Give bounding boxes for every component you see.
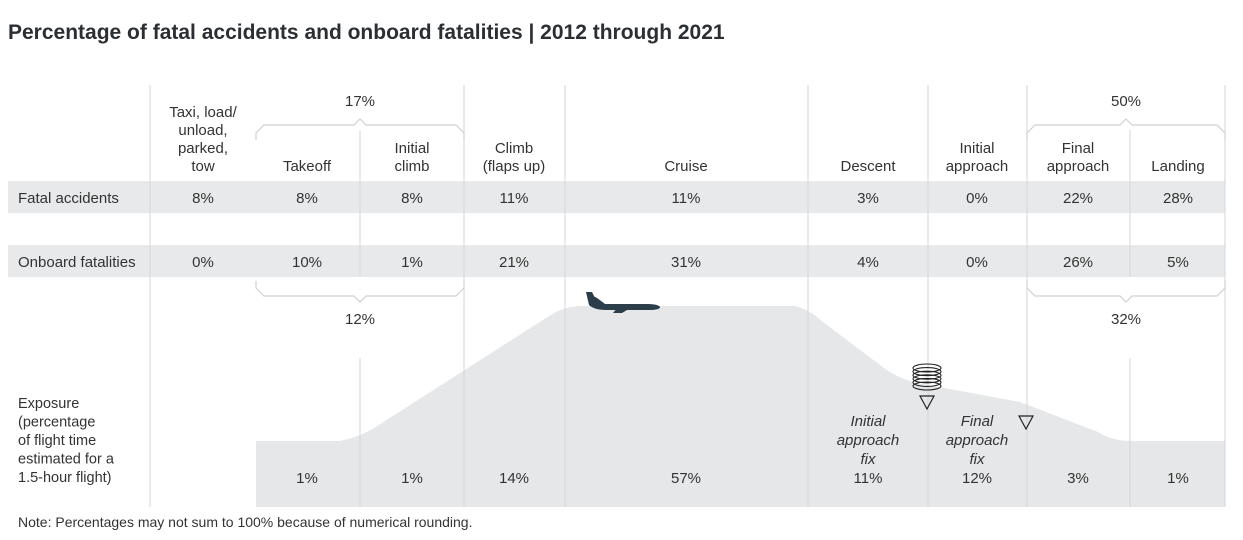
- cell-value: 11%: [500, 190, 529, 207]
- chart-note: Note: Percentages may not sum to 100% be…: [18, 514, 472, 530]
- chart-title: Percentage of fatal accidents and onboar…: [8, 21, 725, 44]
- initial-approach-fix-label: fix: [861, 451, 877, 468]
- bracket-bottom-right: [1026, 281, 1226, 303]
- phase-header-1: Takeoff: [283, 158, 332, 175]
- phase-header-4: Cruise: [664, 158, 707, 175]
- data-bands: [8, 181, 1225, 277]
- cell-value: 22%: [1063, 190, 1093, 207]
- approach-fix-icon: [918, 395, 936, 411]
- approach-fix-icon: [1017, 415, 1035, 431]
- exposure-label: (percentage: [18, 415, 95, 431]
- initial-approach-fix-label: approach: [837, 432, 900, 449]
- phase-header-0: Taxi, load/: [169, 104, 237, 121]
- final-approach-fix-label: approach: [946, 432, 1009, 449]
- bracket-top-left: [255, 118, 465, 140]
- airplane-tail: [586, 292, 598, 305]
- phase-header-3: Climb: [495, 140, 533, 157]
- exposure-value: 1%: [296, 470, 318, 487]
- exposure-label: 1.5-hour flight): [18, 470, 112, 486]
- phase-headers: Taxi, load/unload,parked,tow Takeoff Initi…: [169, 104, 1204, 175]
- holding-pattern-loop: [912, 370, 942, 380]
- cell-value: 8%: [192, 190, 214, 207]
- initial-approach-fix-label: Initial: [850, 413, 886, 430]
- phase-header-7: approach: [1047, 158, 1110, 175]
- group-brackets: 17% 50% 12% 32%: [255, 93, 1226, 328]
- cell-value: 1%: [401, 254, 423, 271]
- data-band-0: [8, 181, 1225, 213]
- holding-pattern-loop: [912, 374, 942, 384]
- flight-profile-area: [256, 306, 1225, 507]
- exposure-label: estimated for a: [18, 452, 115, 468]
- row-label: Fatal accidents: [18, 190, 119, 207]
- bracket-bottom-left: [255, 281, 465, 303]
- holding-pattern-icon: [912, 363, 942, 391]
- phase-header-8: Landing: [1151, 158, 1204, 175]
- exposure-value: 1%: [1167, 470, 1189, 487]
- data-cells: Fatal accidents 8% 8% 8% 11% 11% 3% 0% 22% 28% Onb…: [18, 190, 1193, 487]
- phase-header-7: Final: [1062, 140, 1095, 157]
- chart-icons: [586, 292, 1035, 431]
- cell-value: 0%: [966, 190, 988, 207]
- holding-pattern-loop: [912, 377, 942, 387]
- holding-pattern-loop: [912, 363, 942, 373]
- cell-value: 5%: [1167, 254, 1189, 271]
- group-label-bottom-right: 32%: [1111, 311, 1141, 328]
- phase-header-6: Initial: [959, 140, 994, 157]
- exposure-value: 12%: [962, 470, 992, 487]
- phase-header-0: parked,: [178, 140, 228, 157]
- phase-header-5: Descent: [840, 158, 896, 175]
- holding-pattern-loop: [912, 381, 942, 391]
- cell-value: 3%: [857, 190, 879, 207]
- phase-header-2: climb: [394, 158, 429, 175]
- phase-header-0: tow: [191, 158, 215, 175]
- final-approach-fix-label: fix: [970, 451, 986, 468]
- exposure-value: 1%: [401, 470, 423, 487]
- exposure-value: 11%: [854, 470, 883, 487]
- exposure-label: of flight time: [18, 433, 96, 449]
- exposure-value: 57%: [671, 470, 701, 487]
- phase-header-2: Initial: [394, 140, 429, 157]
- phase-header-6: approach: [946, 158, 1009, 175]
- flight-profile: [256, 306, 1225, 507]
- cell-value: 0%: [966, 254, 988, 271]
- data-band-1: [8, 245, 1225, 277]
- cell-value: 11%: [672, 190, 701, 207]
- phase-header-3: (flaps up): [483, 158, 546, 175]
- cell-value: 10%: [292, 254, 322, 271]
- exposure-value: 14%: [499, 470, 529, 487]
- row-label: Onboard fatalities: [18, 254, 136, 271]
- column-dividers: [149, 85, 1226, 507]
- group-label-top-right: 50%: [1111, 93, 1141, 110]
- final-approach-fix-label: Final: [961, 413, 994, 430]
- group-label-bottom-left: 12%: [345, 311, 375, 328]
- airplane-icon: [586, 292, 660, 313]
- cell-value: 0%: [192, 254, 214, 271]
- cell-value: 26%: [1063, 254, 1093, 271]
- cell-value: 4%: [857, 254, 879, 271]
- cell-value: 31%: [671, 254, 701, 271]
- bracket-top-right: [1026, 118, 1226, 140]
- exposure-label: Exposure: [18, 396, 79, 412]
- cell-value: 8%: [401, 190, 423, 207]
- cell-value: 8%: [296, 190, 318, 207]
- cell-value: 21%: [499, 254, 529, 271]
- exposure-value: 3%: [1067, 470, 1089, 487]
- group-label-top-left: 17%: [345, 93, 375, 110]
- airplane-fuselage: [589, 296, 660, 310]
- holding-pattern-loop: [912, 367, 942, 377]
- phase-header-0: unload,: [178, 122, 227, 139]
- airplane-wing: [613, 307, 632, 313]
- cell-value: 28%: [1163, 190, 1193, 207]
